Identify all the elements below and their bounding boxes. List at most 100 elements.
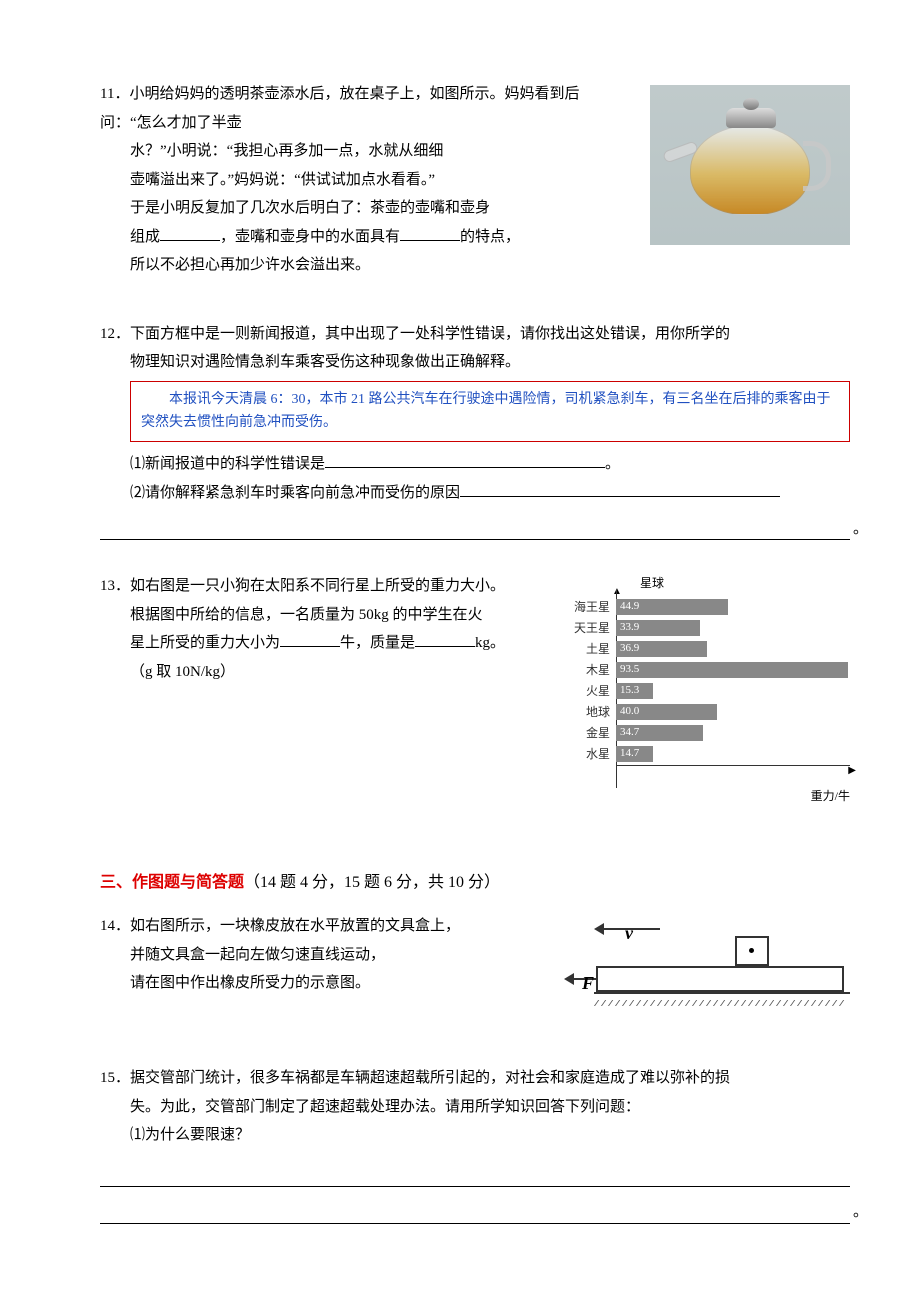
q13-l4: （g 取 10N/kg） [130,658,550,687]
q11-image [650,85,850,245]
chart-bar: 33.9 [616,620,700,636]
q13-l2: 根据图中所给的信息，一名质量为 50kg 的中学生在火 [130,601,550,630]
q11-layout: 11．小明给妈妈的透明茶壶添水后，放在桌子上，如图所示。妈妈看到后问：“怎么才加… [100,80,850,280]
q12-blank2b[interactable] [100,513,850,540]
chart-bar-value: 14.7 [616,743,639,764]
q12-sub2-label: ⑵请你解释紧急刹车时乘客向前急冲而受伤的原因 [130,485,460,501]
chart-row: 天王星33.9 [560,618,850,638]
q11-text-block: 11．小明给妈妈的透明茶壶添水后，放在桌子上，如图所示。妈妈看到后问：“怎么才加… [100,80,630,280]
q14-line1: 14．如右图所示，一块橡皮放在水平放置的文具盒上， [100,912,572,941]
q11-l5c: 的特点， [460,229,520,245]
chart-row: 海王星44.9 [560,597,850,617]
question-15: 15．据交管部门统计，很多车祸都是车辆超速超载所引起的，对社会和家庭造成了难以弥… [100,1064,850,1224]
q11-l2: 水？”小明说：“我担心再多加一点，水就从细细 [130,137,630,166]
chart-bar-value: 15.3 [616,680,639,701]
chart-ylabel: 星球 [560,572,850,595]
q14-l1: 如右图所示，一块橡皮放在水平放置的文具盒上， [130,918,460,934]
chart-bar: 14.7 [616,746,653,762]
teapot-knob [743,98,759,110]
q11-line1: 11．小明给妈妈的透明茶壶添水后，放在桌子上，如图所示。妈妈看到后问：“怎么才加… [100,80,630,137]
label-v: v [625,916,633,950]
q13-text-block: 13．如右图是一只小狗在太阳系不同行星上所受的重力大小。 根据图中所给的信息，一… [100,572,550,808]
q12-blank2a[interactable] [460,482,780,497]
q14-text-block: 14．如右图所示，一块橡皮放在水平放置的文具盒上， 并随文具盒一起向左做匀速直线… [100,912,572,1014]
q13-l3: 星上所受的重力大小为牛，质量是kg。 [130,629,550,658]
teapot-figure [650,85,850,245]
q14-l3: 请在图中作出橡皮所受力的示意图。 [130,969,572,998]
q11-l5a: 组成 [130,229,160,245]
chart-x-axis: ▶ [616,765,850,785]
teapot-handle [803,141,831,191]
q14-diagram: v F [590,914,850,1014]
chart-planet-label: 土星 [560,638,616,661]
q11-l3: 壶嘴溢出来了。”妈妈说：“供试试加点水看看。” [130,166,630,195]
q13-l3b: 牛，质量是 [340,635,415,651]
q15-number: 15． [100,1070,130,1086]
q15-l1: 据交管部门统计，很多车祸都是车辆超速超载所引起的，对社会和家庭造成了难以弥补的损 [130,1070,730,1086]
pencil-case-shape [596,966,844,992]
chart-planet-label: 地球 [560,701,616,724]
q13-blank2[interactable] [415,632,475,647]
q12-intro1: 下面方框中是一则新闻报道，其中出现了一处科学性错误，请你找出这处错误，用你所学的 [130,326,730,342]
chart-x-axis-wrap: ▶ [560,765,850,785]
q12-sub2: ⑵请你解释紧急刹车时乘客向前急冲而受伤的原因 [100,479,850,508]
q13-l1: 如右图是一只小狗在太阳系不同行星上所受的重力大小。 [130,578,505,594]
chart-planet-label: 木星 [560,659,616,682]
q15-l2: 失。为此，交管部门制定了超速超载处理办法。请用所学知识回答下列问题： [130,1093,850,1122]
chart-bar-value: 34.7 [616,722,639,743]
q11-blank1[interactable] [160,226,220,241]
chart-planet-label: 海王星 [560,596,616,619]
q12-blank1[interactable] [325,453,605,468]
q12-sub1: ⑴新闻报道中的科学性错误是 。 [100,450,850,479]
chart-planet-label: 火星 [560,680,616,703]
q12-intro2: 物理知识对遇险情急刹车乘客受伤这种现象做出正确解释。 [100,348,850,377]
q11-number: 11． [100,86,129,102]
question-11: 11．小明给妈妈的透明茶壶添水后，放在桌子上，如图所示。妈妈看到后问：“怎么才加… [100,80,850,280]
question-12: 12．下面方框中是一则新闻报道，其中出现了一处科学性错误，请你找出这处错误，用你… [100,320,850,541]
q13-layout: 13．如右图是一只小狗在太阳系不同行星上所受的重力大小。 根据图中所给的信息，一… [100,572,850,808]
section-3-title-red: 三、作图题与简答题 [100,874,244,891]
chart-row: 金星34.7 [560,723,850,743]
teapot-lid [726,108,776,128]
q11-l5b: ，壶嘴和壶身中的水面具有 [220,229,400,245]
chart-x-arrow-icon: ▶ [848,761,856,780]
chart-bar: 36.9 [616,641,707,657]
chart-row: 土星36.9 [560,639,850,659]
q12-sub1-label: ⑴新闻报道中的科学性错误是 [130,456,325,472]
chart-bar: 44.9 [616,599,728,615]
q11-l6: 所以不必担心再加少许水会溢出来。 [130,251,630,280]
q14-l2: 并随文具盒一起向左做匀速直线运动， [130,941,572,970]
chart-planet-label: 天王星 [560,617,616,640]
chart-bar-value: 44.9 [616,596,639,617]
section-3-title-paren: （14 题 4 分，15 题 6 分，共 10 分） [244,874,500,891]
ground-hatches [594,994,850,1006]
chart-row: 水星14.7 [560,744,850,764]
q15-blank1[interactable] [100,1160,850,1187]
gravity-chart: ▲ 星球 海王星44.9天王星33.9土星36.9木星93.5火星15.3地球4… [560,572,850,808]
chart-bar-value: 36.9 [616,638,639,659]
chart-bar-value: 33.9 [616,617,639,638]
q15-sub1: ⑴为什么要限速？ [130,1121,850,1150]
q13-chart: ▲ 星球 海王星44.9天王星33.9土星36.9木星93.5火星15.3地球4… [560,572,850,808]
q13-blank1[interactable] [280,632,340,647]
teapot-body [690,125,810,215]
chart-bar: 93.5 [616,662,848,678]
q11-l5: 组成 ，壶嘴和壶身中的水面具有 的特点， [130,223,630,252]
q13-l3a: 星上所受的重力大小为 [130,635,280,651]
chart-xlabel: 重力/牛 [560,785,850,808]
q15-line1: 15．据交管部门统计，很多车祸都是车辆超速超载所引起的，对社会和家庭造成了难以弥… [100,1064,850,1093]
q15-blank2[interactable] [100,1197,850,1224]
q11-l1: 小明给妈妈的透明茶壶添水后，放在桌子上，如图所示。妈妈看到后问：“怎么才加了半壶 [100,86,579,131]
chart-row: 地球40.0 [560,702,850,722]
teapot-spout [662,140,699,163]
chart-bar-value: 93.5 [616,659,639,680]
section-3-title: 三、作图题与简答题（14 题 4 分，15 题 6 分，共 10 分） [100,868,850,898]
q11-blank2[interactable] [400,226,460,241]
question-14: 14．如右图所示，一块橡皮放在水平放置的文具盒上， 并随文具盒一起向左做匀速直线… [100,912,850,1014]
chart-planet-label: 水星 [560,743,616,766]
q13-number: 13． [100,578,130,594]
q12-sub1-end: 。 [605,456,620,472]
chart-planet-label: 金星 [560,722,616,745]
q12-news-box: 本报讯今天清晨 6：30，本市 21 路公共汽车在行驶途中遇险情，司机紧急刹车，… [130,381,850,443]
q13-line1: 13．如右图是一只小狗在太阳系不同行星上所受的重力大小。 [100,572,550,601]
